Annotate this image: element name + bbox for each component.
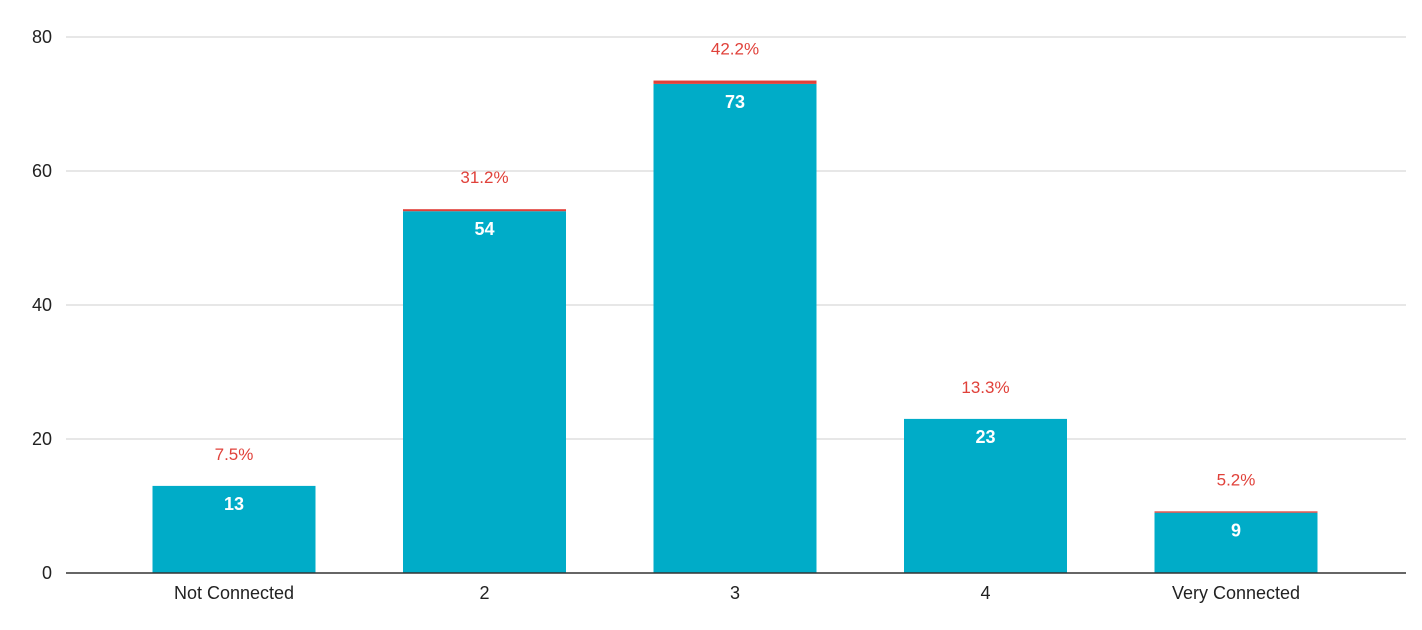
bar	[904, 418, 1067, 573]
bar	[1154, 512, 1318, 573]
bar-value-label: 9	[1231, 521, 1241, 541]
bars	[152, 80, 1318, 574]
bar-value-label: 73	[725, 92, 745, 112]
y-tick-label: 0	[42, 563, 52, 583]
bar	[653, 83, 817, 574]
x-category-label: 3	[730, 583, 740, 603]
bar-percent-label: 13.3%	[961, 378, 1009, 397]
x-category-label: 4	[980, 583, 990, 603]
bar-percent-label: 5.2%	[1217, 470, 1256, 489]
y-tick-label: 80	[32, 27, 52, 47]
x-category-label: 2	[479, 583, 489, 603]
bar-value-label: 23	[975, 427, 995, 447]
bar-cap	[403, 209, 566, 212]
bar-percent-label: 42.2%	[711, 40, 759, 59]
bar-percent-label: 31.2%	[460, 168, 508, 187]
bar	[403, 211, 566, 573]
bar	[152, 485, 316, 573]
bar-value-label: 54	[474, 219, 494, 239]
y-tick-label: 60	[32, 161, 52, 181]
bar-value-label: 13	[224, 494, 244, 514]
y-tick-label: 20	[32, 429, 52, 449]
x-category-label: Not Connected	[174, 583, 294, 603]
y-tick-label: 40	[32, 295, 52, 315]
x-category-label: Very Connected	[1172, 583, 1300, 603]
data-labels: 13 7.5% 54 31.2% 73 42.2% 23 13.3% 9 5.2%	[215, 40, 1256, 541]
bar-percent-label: 7.5%	[215, 445, 254, 464]
bar-cap	[653, 80, 817, 84]
bar-cap	[1154, 511, 1318, 513]
